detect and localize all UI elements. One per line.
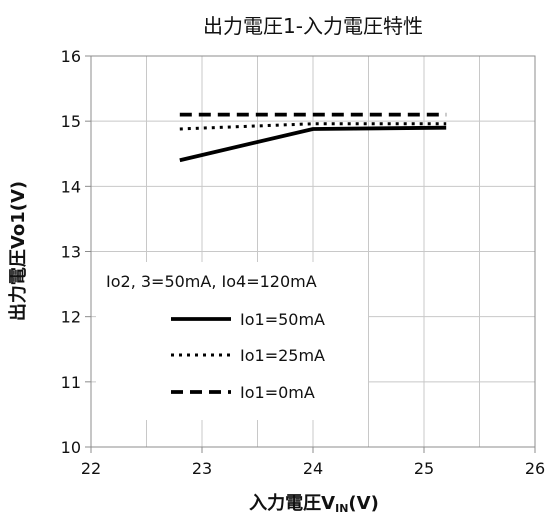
legend-header: Io2, 3=50mA, Io4=120mA xyxy=(106,272,317,291)
legend-label: Io1=50mA xyxy=(240,310,325,329)
y-tick-label: 15 xyxy=(61,112,81,131)
x-tick-label: 24 xyxy=(303,459,323,478)
legend-label: Io1=25mA xyxy=(240,346,325,365)
y-axis-title: 出力電圧Vo1(V) xyxy=(7,181,29,321)
x-tick-label: 23 xyxy=(192,459,212,478)
y-tick-label: 12 xyxy=(61,308,81,327)
x-tick-label: 26 xyxy=(525,459,545,478)
x-tick-label: 22 xyxy=(81,459,101,478)
series-layer xyxy=(179,112,447,163)
y-tick-label: 11 xyxy=(61,373,81,392)
legend-label: Io1=0mA xyxy=(240,383,315,402)
x-axis-title-tail: (V) xyxy=(348,493,378,514)
series-line-solid xyxy=(179,125,447,163)
y-tick-label: 16 xyxy=(61,47,81,66)
y-tick-label: 13 xyxy=(61,243,81,262)
chart-title: 出力電圧1-入力電圧特性 xyxy=(203,14,423,38)
legend-box xyxy=(96,262,368,420)
legend-layer: Io2, 3=50mA, Io4=120mA Io1=50mA Io1=25mA Io… xyxy=(96,262,368,420)
x-tick-label: 25 xyxy=(414,459,434,478)
tick-layer: 22 23 24 25 26 10 11 12 13 14 15 16 xyxy=(61,47,546,478)
x-axis-title-subscript: IN xyxy=(335,502,348,515)
y-tick-label: 14 xyxy=(61,177,81,196)
x-axis-title: 入力電圧VIN(V) xyxy=(249,493,379,515)
y-tick-label: 10 xyxy=(61,438,81,457)
x-axis-title-main: 入力電圧V xyxy=(249,493,335,514)
